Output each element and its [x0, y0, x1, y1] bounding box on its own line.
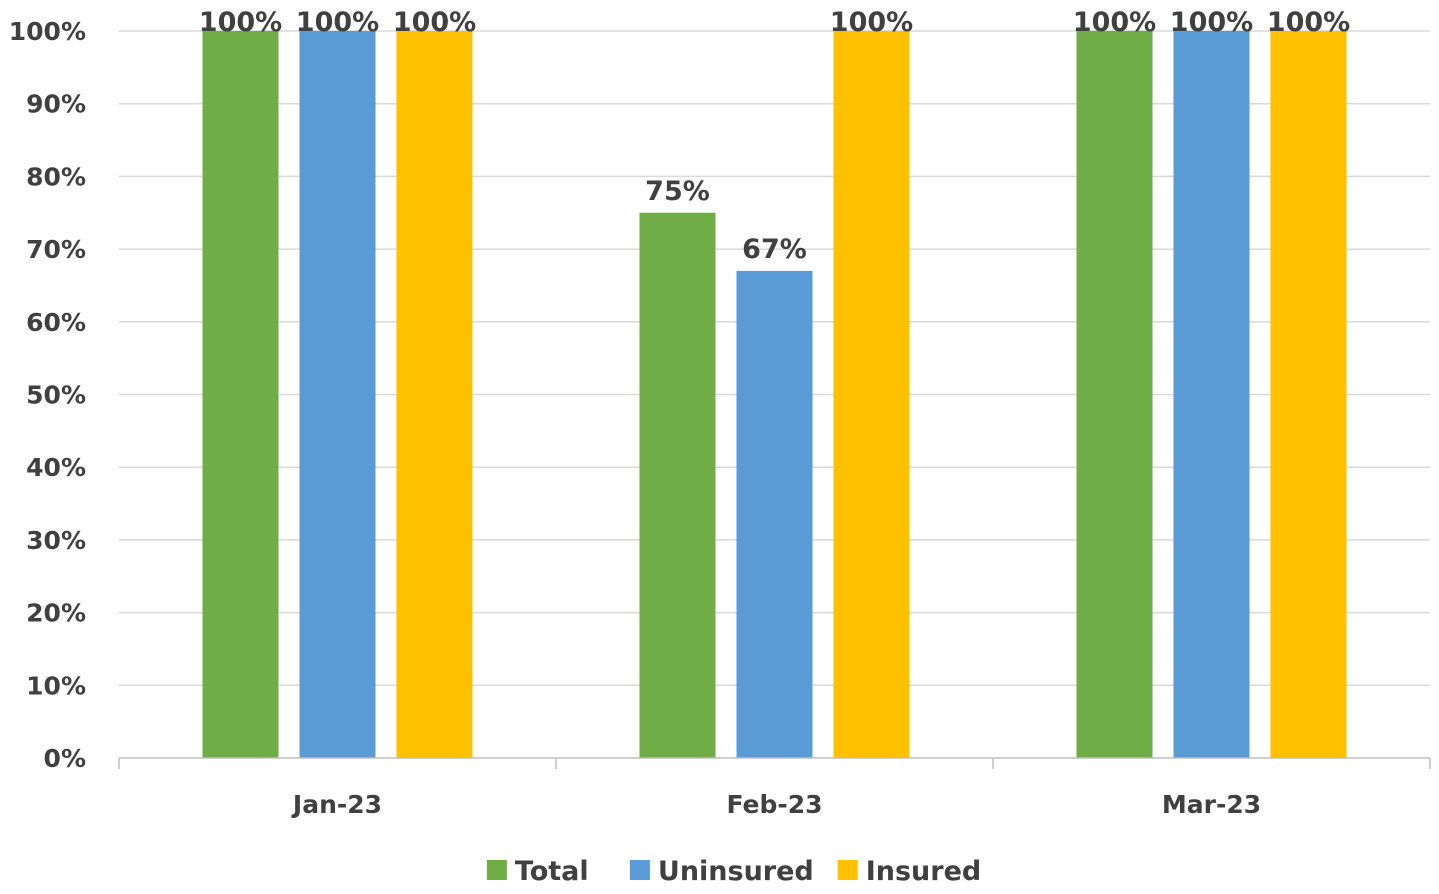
bar-uninsured — [736, 270, 813, 758]
legend-label-insured: Insured — [866, 856, 982, 887]
legend-swatch-uninsured — [629, 860, 650, 880]
y-tick-label: 50% — [26, 381, 86, 410]
bars — [202, 31, 1347, 758]
data-labels: 100% 100% 100% 75% 67% 100% 100% 100% 100% — [199, 7, 1350, 265]
bar-total — [639, 212, 716, 758]
data-label: 100% — [830, 7, 913, 38]
y-tick-label: 60% — [26, 308, 86, 337]
legend: Total Uninsured Insured — [486, 856, 982, 887]
x-tick-label: Mar-23 — [1162, 790, 1261, 819]
legend-swatch-insured — [837, 860, 858, 880]
data-label: 100% — [199, 7, 282, 38]
bar-uninsured — [1173, 31, 1250, 758]
y-tick-label: 100% — [9, 17, 86, 46]
bar-uninsured — [299, 31, 376, 758]
data-label: 100% — [1073, 7, 1156, 38]
bar-total — [202, 31, 279, 758]
y-tick-label: 30% — [26, 526, 86, 555]
bar-insured — [1270, 31, 1347, 758]
x-tick-label: Jan-23 — [291, 790, 382, 819]
bar-total — [1076, 31, 1153, 758]
legend-label-total: Total — [515, 856, 589, 887]
y-axis: 0% 10% 20% 30% 40% 50% 60% 70% 80% 90% 100% — [9, 17, 86, 773]
data-label: 100% — [1267, 7, 1350, 38]
legend-label-uninsured: Uninsured — [658, 856, 814, 887]
bar-insured — [833, 31, 910, 758]
y-tick-label: 70% — [26, 235, 86, 264]
bar-insured — [396, 31, 473, 758]
y-tick-label: 0% — [44, 744, 86, 773]
data-label: 100% — [1170, 7, 1253, 38]
data-label: 67% — [742, 234, 807, 265]
y-tick-label: 80% — [26, 162, 86, 191]
data-label: 75% — [645, 176, 710, 207]
data-label: 100% — [393, 7, 476, 38]
y-tick-label: 40% — [26, 453, 86, 482]
data-label: 100% — [296, 7, 379, 38]
x-axis: Jan-23 Feb-23 Mar-23 — [118, 757, 1431, 819]
y-tick-label: 20% — [26, 599, 86, 628]
y-tick-label: 90% — [26, 90, 86, 119]
x-tick-label: Feb-23 — [726, 790, 822, 819]
legend-swatch-total — [486, 860, 507, 880]
y-tick-label: 10% — [26, 671, 86, 700]
